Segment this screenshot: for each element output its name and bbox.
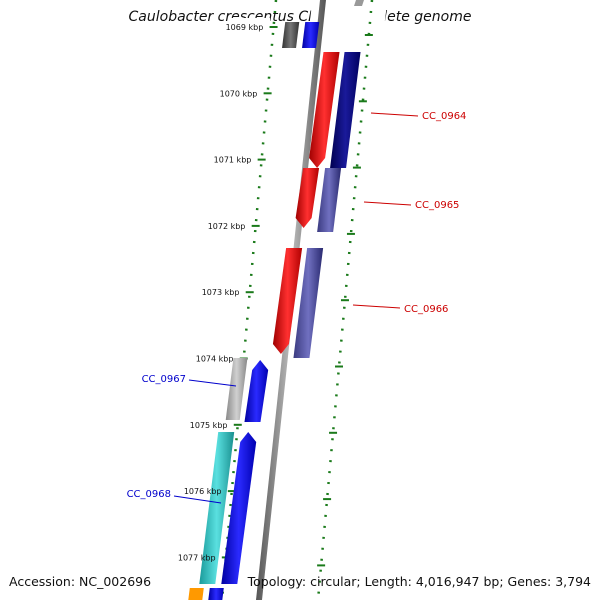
scale-label: 1069 kbp — [226, 23, 264, 32]
gene-label-leader — [370, 112, 419, 117]
gene-feature-partial[interactable] — [208, 588, 224, 600]
gene-label-leader — [363, 201, 412, 206]
gene-cc0968-cyan[interactable] — [199, 432, 235, 584]
gene-features — [188, 22, 361, 600]
scale-label: 1071 kbp — [214, 156, 252, 165]
gene-cc0965[interactable] — [295, 168, 320, 228]
gene-cc0964-cds[interactable] — [330, 52, 361, 168]
scale-label: 1070 kbp — [220, 89, 258, 98]
gene-label-cc0967[interactable]: CC_0967 — [142, 374, 186, 385]
gene-cc0968[interactable] — [221, 432, 257, 584]
gene-label-leader — [188, 379, 237, 387]
scale-label: 1075 kbp — [190, 421, 228, 430]
gene-labels: CC_0964 CC_0965 CC_0966 CC_0967 CC_0968 — [127, 111, 466, 504]
scale-label: 1072 kbp — [208, 222, 246, 231]
gene-cc0966[interactable] — [272, 248, 303, 354]
gene-label-leader — [352, 304, 401, 309]
gene-label-cc0964[interactable]: CC_0964 — [422, 111, 466, 122]
gene-feature-partial[interactable] — [302, 22, 320, 48]
scale-label: 1074 kbp — [196, 355, 234, 364]
topology-text: Topology: circular; Length: 4,016,947 bp… — [247, 574, 591, 589]
label-mask — [230, 18, 270, 22]
gene-feature-partial[interactable] — [188, 588, 204, 600]
gene-feature-partial[interactable] — [282, 22, 300, 48]
gene-label-cc0965[interactable]: CC_0965 — [415, 200, 459, 211]
scale-label: 1073 kbp — [202, 288, 240, 297]
inner-scale-line — [316, 0, 374, 600]
gene-label-cc0966[interactable]: CC_0966 — [404, 304, 448, 315]
gene-cc0967[interactable] — [244, 360, 269, 422]
gene-cc0967-gray[interactable] — [225, 358, 248, 420]
gene-cc0966-cds[interactable] — [293, 248, 324, 358]
gene-label-leader — [173, 495, 222, 504]
outer-scale-line — [220, 0, 278, 600]
gene-label-cc0968[interactable]: CC_0968 — [127, 489, 171, 500]
accession-text: Accession: NC_002696 — [9, 574, 152, 589]
scale-labels: 1069 kbp 1070 kbp 1071 kbp 1072 kbp 1073 kbp… — [178, 18, 270, 562]
backbone-stub — [354, 0, 364, 6]
scale-label: 1076 kbp — [184, 487, 222, 496]
gene-cc0965-cds[interactable] — [317, 168, 342, 232]
scale-label: 1077 kbp — [178, 553, 216, 562]
gene-cc0964[interactable] — [309, 52, 340, 168]
